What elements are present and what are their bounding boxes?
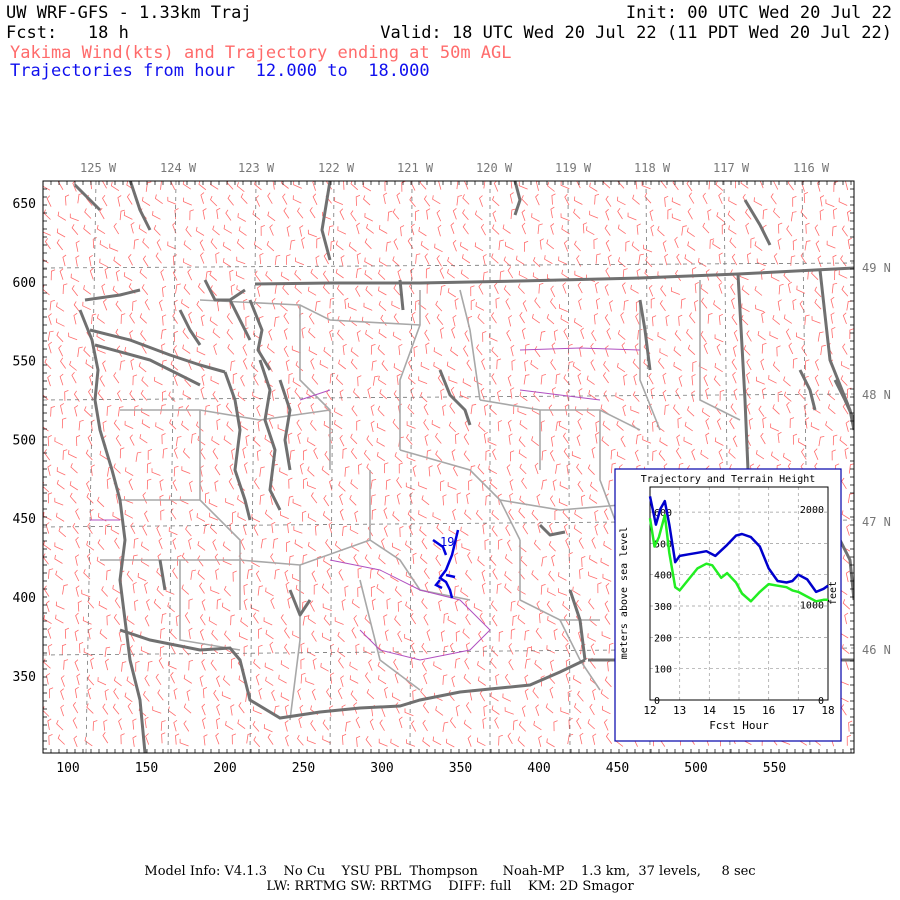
x-tick-label: 150 — [135, 761, 158, 776]
map-frame — [42, 180, 855, 754]
y-tick-label: 650 — [13, 197, 36, 212]
inset-grid — [650, 487, 828, 700]
model-info-line1: Model Info: V4.1.3 No Cu YSU PBL Thompso… — [144, 864, 756, 879]
inset-y-tick-left: 200 — [654, 633, 672, 644]
valid-time: Valid: 18 UTC Wed 20 Jul 22 (11 PDT Wed … — [380, 23, 892, 43]
lon-label: 118 W — [634, 161, 671, 175]
lon-label: 121 W — [397, 161, 434, 175]
inset-x-tick: 16 — [762, 704, 775, 717]
inset-x-tick: 17 — [792, 704, 805, 717]
inset-plot-frame — [649, 486, 829, 701]
y-tick-label: 450 — [13, 512, 36, 527]
inset-title: Trajectory and Terrain Height — [641, 474, 816, 485]
y-tick-label: 550 — [13, 355, 36, 370]
wind-trajectory-map: 19 125 W 124 W 123 W 122 W 121 W 120 W 119 W 11… — [13, 161, 891, 776]
columbia-river — [119, 589, 587, 720]
inset-x-tick: 13 — [673, 704, 686, 717]
lon-label: 124 W — [160, 161, 197, 175]
inset-gridlines — [650, 487, 828, 700]
lon-label: 116 W — [793, 161, 830, 175]
trajectory-path[interactable] — [432, 529, 460, 599]
x-tick-label: 350 — [449, 761, 472, 776]
inset-y-tick-left: 0 — [654, 696, 660, 707]
inset-y-tick-left: 500 — [654, 539, 672, 550]
inset-y-label-right: feet — [828, 581, 839, 605]
inset-y-tick-left: 600 — [654, 508, 672, 519]
init-time: Init: 00 UTC Wed 20 Jul 22 — [625, 3, 892, 23]
lon-label: 123 W — [238, 161, 275, 175]
inset-y-label-left: meters above sea level — [619, 527, 630, 659]
x-tick-label: 500 — [684, 761, 707, 776]
lat-label: 47 N — [862, 515, 891, 529]
map-title: UW WRF-GFS - 1.33km Traj — [6, 3, 252, 23]
longitude-labels: 125 W 124 W 123 W 122 W 121 W 120 W 119 W 118 W… — [80, 161, 830, 175]
lat-label: 46 N — [862, 643, 891, 657]
x-tick-label: 100 — [56, 761, 79, 776]
trajectory-height-line — [648, 496, 829, 594]
y-tick-label: 350 — [13, 670, 36, 685]
trajectory-range: Trajectories from hour 12.000 to 18.000 — [10, 61, 430, 81]
x-tick-label: 250 — [292, 761, 315, 776]
inset-y-tick-left: 400 — [654, 571, 672, 582]
y-axis-labels: 650 600 550 500 450 400 350 — [13, 197, 36, 685]
inset-x-tick: 14 — [703, 704, 717, 717]
inset-y-tick-left: 100 — [654, 665, 672, 676]
lon-label: 120 W — [476, 161, 513, 175]
inset-series — [648, 496, 829, 603]
trajectory-height-inset: Trajectory and Terrain Height 12 13 14 15 16… — [614, 468, 842, 742]
x-tick-label: 300 — [370, 761, 393, 776]
x-tick-label: 400 — [527, 761, 550, 776]
terrain-contour — [90, 347, 641, 661]
lon-label: 125 W — [80, 161, 117, 175]
x-tick-label: 450 — [606, 761, 629, 776]
lon-label: 119 W — [555, 161, 592, 175]
x-tick-label: 200 — [213, 761, 236, 776]
inset-y-tick-right: 2000 — [800, 505, 824, 516]
forecast-hour: Fcst: 18 h — [6, 23, 129, 43]
product-description: Yakima Wind(kts) and Trajectory ending a… — [10, 43, 512, 63]
y-tick-label: 500 — [13, 433, 36, 448]
frame-tick-marks — [42, 180, 854, 753]
inset-y-tick-right: 0 — [818, 696, 824, 707]
lat-label: 49 N — [862, 261, 891, 275]
inset-x-tick: 18 — [821, 704, 834, 717]
inset-y-tick-right: 1000 — [800, 601, 824, 612]
inset-y-tick-left: 300 — [654, 602, 672, 613]
lat-label: 48 N — [862, 388, 891, 402]
model-info-line2: LW: RRTMG SW: RRTMG DIFF: full KM: 2D Sm… — [266, 879, 634, 894]
inset-ticks: 12 13 14 15 16 17 1801002003004005006000100020… — [643, 505, 834, 717]
y-tick-label: 600 — [13, 276, 36, 291]
lon-label: 122 W — [318, 161, 355, 175]
lon-label: 117 W — [713, 161, 750, 175]
terrain-height-line — [648, 513, 828, 603]
y-tick-label: 400 — [13, 591, 36, 606]
inset-x-tick: 12 — [643, 704, 656, 717]
axis-ticks — [42, 180, 854, 753]
latitude-labels: 49 N 48 N 47 N 46 N — [862, 261, 891, 657]
x-axis-labels: 100 150 200 250 300 350 400 450 500 550 — [56, 761, 786, 776]
coastline — [73, 181, 854, 753]
x-tick-label: 550 — [763, 761, 786, 776]
inset-x-label: Fcst Hour — [709, 719, 769, 732]
trajectory-hour-label: 19 — [440, 535, 454, 549]
inset-x-tick: 15 — [732, 704, 745, 717]
